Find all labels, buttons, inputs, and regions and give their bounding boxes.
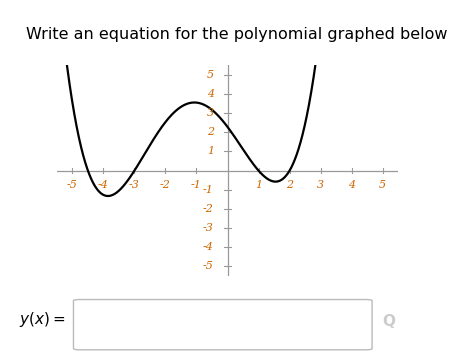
Text: 2: 2 — [286, 180, 293, 190]
Text: -2: -2 — [160, 180, 171, 190]
Text: 4: 4 — [207, 89, 214, 99]
Text: 5: 5 — [379, 180, 386, 190]
Text: 2: 2 — [207, 127, 214, 137]
Text: $y(x) =$: $y(x) =$ — [19, 310, 65, 329]
FancyBboxPatch shape — [73, 299, 372, 350]
Text: 4: 4 — [348, 180, 355, 190]
Text: -3: -3 — [203, 223, 214, 233]
Text: -1: -1 — [191, 180, 202, 190]
Text: 3: 3 — [207, 108, 214, 118]
Text: 1: 1 — [207, 146, 214, 156]
Text: Write an equation for the polynomial graphed below: Write an equation for the polynomial gra… — [26, 27, 448, 42]
Text: -5: -5 — [67, 180, 78, 190]
Text: -3: -3 — [129, 180, 140, 190]
Text: -5: -5 — [203, 261, 214, 271]
Text: 3: 3 — [317, 180, 324, 190]
Text: -4: -4 — [98, 180, 109, 190]
Text: -2: -2 — [203, 204, 214, 214]
Text: Q: Q — [382, 314, 395, 329]
Text: 1: 1 — [255, 180, 262, 190]
Text: -4: -4 — [203, 242, 214, 252]
Text: 5: 5 — [207, 70, 214, 80]
Text: -1: -1 — [203, 185, 214, 195]
